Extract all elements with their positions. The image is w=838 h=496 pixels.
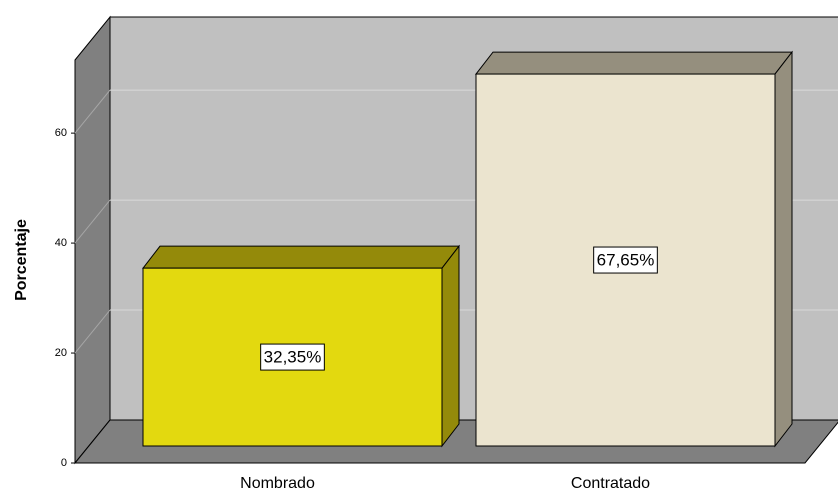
x-tick-label: Nombrado (240, 475, 315, 492)
value-label-box (260, 343, 325, 371)
y-tick-label: 0 (61, 457, 67, 469)
grid-line (74, 89, 111, 134)
grid-line (74, 199, 111, 244)
y-tick-label: 60 (55, 127, 67, 139)
y-tick-label: 40 (55, 237, 67, 249)
y-tick-label: 20 (55, 347, 67, 359)
value-label-box (593, 246, 658, 274)
bar-side (441, 244, 460, 448)
value-label: 67,65% (597, 251, 655, 270)
value-label: 32,35% (264, 348, 322, 367)
bar-top (141, 245, 461, 269)
left-wall (74, 15, 111, 465)
grid-line (74, 309, 111, 354)
bar-side (774, 50, 793, 448)
bar-top (474, 51, 794, 75)
y-axis-label: Porcentaje (13, 219, 30, 301)
x-tick-label: Contratado (571, 475, 650, 492)
